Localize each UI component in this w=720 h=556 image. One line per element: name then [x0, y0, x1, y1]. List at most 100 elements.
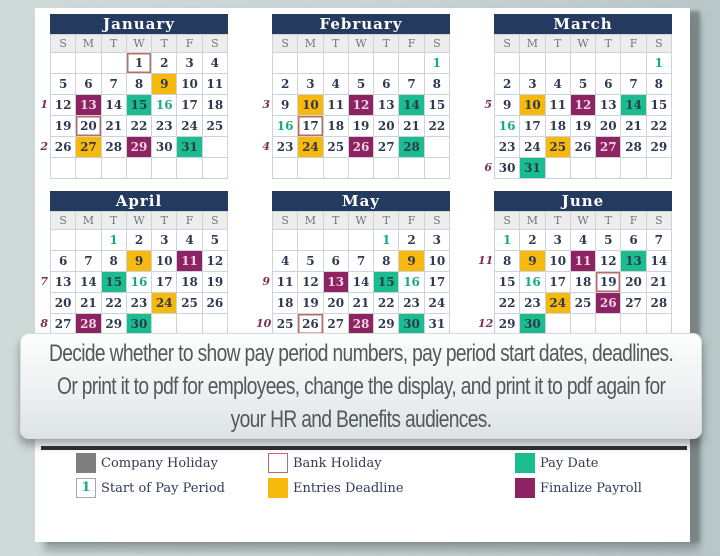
- day-cell: 15: [424, 95, 450, 116]
- day-cell: 4: [570, 230, 597, 251]
- day-cell: 31: [520, 158, 546, 179]
- day-cell: 19: [298, 293, 324, 314]
- day-cell: [621, 53, 647, 74]
- day-cell: [51, 230, 77, 251]
- day-cell: [101, 158, 127, 179]
- day-cell: 8: [374, 251, 400, 272]
- day-cell: 10: [545, 251, 571, 272]
- day-cell: 25: [545, 137, 571, 158]
- day-cell: [273, 158, 299, 179]
- day-cell: 24: [298, 137, 324, 158]
- weekday-header: W: [570, 35, 597, 53]
- day-cell: [76, 230, 102, 251]
- day-cell: 8: [495, 251, 521, 272]
- day-cell: 5: [51, 74, 77, 95]
- day-cell: 7: [646, 230, 672, 251]
- day-cell: [298, 230, 324, 251]
- day-cell: 1: [374, 230, 400, 251]
- day-cell: 24: [424, 293, 450, 314]
- weekday-header: S: [51, 212, 77, 230]
- day-cell: 26: [348, 137, 375, 158]
- day-cell: 9: [520, 251, 546, 272]
- month-grid: S M T W T F S 1 2 3 4 5 6 7 8 9 10 11 12 13 14 15 16 17 18 19 20 21…: [494, 211, 672, 356]
- day-cell: 3: [177, 53, 203, 74]
- weekday-header: S: [424, 35, 450, 53]
- pay-period-number: 2: [40, 140, 48, 153]
- day-cell: 22: [374, 293, 400, 314]
- day-cell: 13: [323, 272, 349, 293]
- weekday-header: S: [424, 212, 450, 230]
- day-cell: 27: [51, 314, 77, 335]
- day-cell: 9: [495, 95, 521, 116]
- weekday-header: T: [374, 212, 400, 230]
- day-cell: 17: [298, 116, 324, 137]
- day-cell: [570, 158, 597, 179]
- day-cell: 15: [126, 95, 153, 116]
- weekday-header: F: [399, 35, 425, 53]
- weekday-header: M: [520, 212, 546, 230]
- swatch-entries-deadline: [268, 478, 288, 498]
- swatch-start-of-pay-period: 1: [76, 478, 96, 498]
- weekday-header: T: [101, 212, 127, 230]
- day-cell: [596, 53, 622, 74]
- day-cell: 10: [424, 251, 450, 272]
- day-cell: 5: [596, 230, 622, 251]
- day-cell: 15: [495, 272, 521, 293]
- day-cell: 19: [51, 116, 77, 137]
- day-cell: 26: [298, 314, 324, 335]
- month-calendar-march: March S M T W T F S 1 2 3 4 5 6 7 8 9 10 11 12 13 14 15 16 17 18 1…: [484, 14, 672, 179]
- sheet-edge-line: [41, 446, 687, 450]
- day-cell: [424, 137, 450, 158]
- day-cell: [596, 158, 622, 179]
- day-cell: 23: [152, 116, 178, 137]
- month-calendar-may: May S M T W T F S 1 2 3 4 5 6 7 8 9 10 11 12 13 14 15 16 17 18 19 2…: [256, 191, 450, 356]
- day-cell: 29: [101, 314, 127, 335]
- day-cell: [621, 158, 647, 179]
- pay-period-number: 9: [262, 275, 270, 288]
- day-cell: 24: [152, 293, 178, 314]
- day-cell: 26: [51, 137, 77, 158]
- day-cell: 21: [101, 116, 127, 137]
- day-cell: 18: [177, 272, 203, 293]
- weekday-header: M: [76, 212, 102, 230]
- day-cell: 30: [399, 314, 425, 335]
- day-cell: 9: [273, 95, 299, 116]
- day-cell: 29: [495, 314, 521, 335]
- caption-line-1: Decide whether to show pay period number…: [48, 339, 674, 367]
- day-cell: 12: [202, 251, 228, 272]
- day-cell: 5: [570, 74, 597, 95]
- month-calendar-february: February S M T W T F S 1 2 3 4 5 6 7 8 9 10 11 12 13 14 15 16 17…: [262, 14, 450, 179]
- day-cell: 6: [323, 251, 349, 272]
- legend-item-pay-date: Pay Date: [515, 453, 598, 473]
- legend-label: Bank Holiday: [293, 455, 382, 471]
- day-cell: 12: [298, 272, 324, 293]
- day-cell: [348, 230, 375, 251]
- weekday-header: F: [621, 212, 647, 230]
- day-cell: 16: [495, 116, 521, 137]
- day-cell: [76, 53, 102, 74]
- day-cell: 18: [202, 95, 228, 116]
- day-cell: 6: [51, 251, 77, 272]
- day-cell: 1: [646, 53, 672, 74]
- pay-period-number: 6: [484, 161, 492, 174]
- day-cell: 11: [177, 251, 203, 272]
- legend-item-entries-deadline: Entries Deadline: [268, 478, 404, 498]
- legend-label: Pay Date: [540, 455, 599, 471]
- day-cell: 22: [495, 293, 521, 314]
- day-cell: 21: [646, 272, 672, 293]
- weekday-header: T: [596, 212, 622, 230]
- weekday-header: M: [298, 35, 324, 53]
- caption-overlay: Decide whether to show pay period number…: [20, 333, 702, 439]
- day-cell: [646, 158, 672, 179]
- day-cell: 15: [374, 272, 400, 293]
- weekday-header: W: [126, 35, 153, 53]
- pay-period-number: 11: [478, 254, 494, 267]
- day-cell: 6: [76, 74, 102, 95]
- day-cell: 18: [273, 293, 299, 314]
- day-cell: 2: [126, 230, 153, 251]
- day-cell: 6: [374, 74, 400, 95]
- day-cell: 11: [202, 74, 228, 95]
- day-cell: 16: [520, 272, 546, 293]
- weekday-header: S: [202, 35, 228, 53]
- day-cell: 1: [424, 53, 450, 74]
